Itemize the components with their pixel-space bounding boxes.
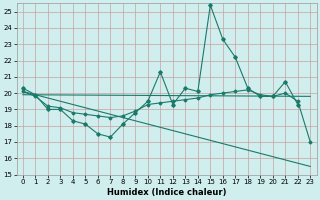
X-axis label: Humidex (Indice chaleur): Humidex (Indice chaleur) — [107, 188, 226, 197]
